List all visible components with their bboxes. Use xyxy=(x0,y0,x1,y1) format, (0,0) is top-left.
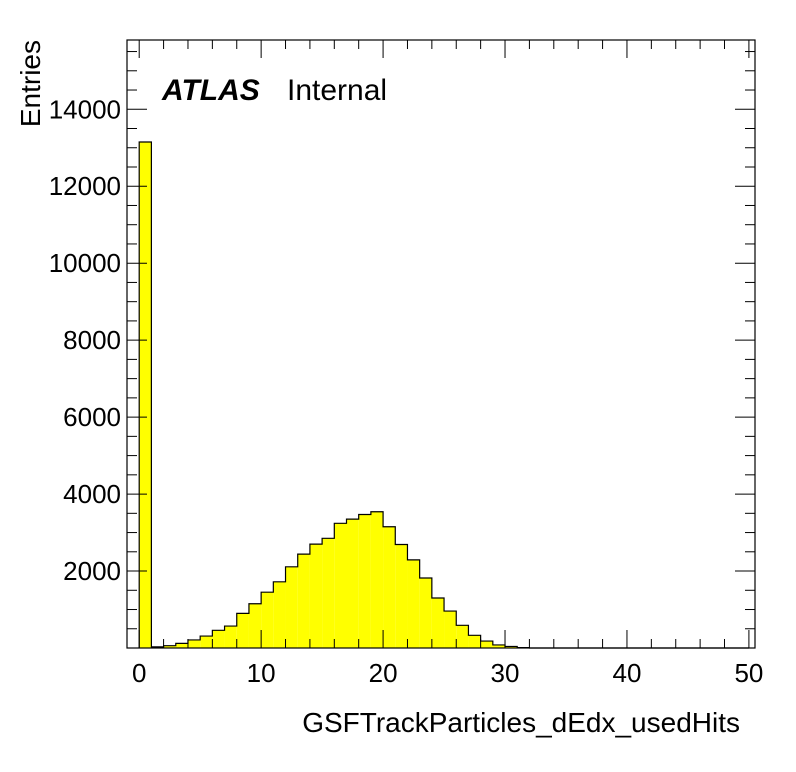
histogram-bin xyxy=(334,523,347,648)
histogram-bin xyxy=(212,630,225,648)
histogram-bin xyxy=(139,141,152,649)
y-tick-label: 10000 xyxy=(49,248,121,278)
histogram-bin xyxy=(236,613,249,648)
histogram-bin xyxy=(431,597,445,648)
histogram-bin xyxy=(492,644,506,648)
atlas-label: ATLAS xyxy=(161,74,260,107)
histogram-bin xyxy=(395,544,408,648)
histogram-bin xyxy=(480,641,493,648)
histogram-bin xyxy=(261,592,274,648)
x-axis-title: GSFTrackParticles_dEdx_usedHits xyxy=(302,707,740,738)
axis-ticks xyxy=(127,40,755,648)
histogram-bin xyxy=(297,554,310,648)
histogram-bin xyxy=(187,639,201,648)
histogram-outline xyxy=(138,141,749,649)
x-tick-label: 10 xyxy=(247,658,276,688)
y-axis-title: Entries xyxy=(15,40,46,127)
y-tick-label: 14000 xyxy=(49,94,121,124)
histogram-bin xyxy=(285,566,298,648)
y-tick-labels: 2000 4000 6000 8000 10000 12000 14000 xyxy=(49,94,121,586)
x-tick-label: 0 xyxy=(132,658,146,688)
histogram-bin xyxy=(200,636,213,648)
histogram-bin xyxy=(407,559,420,648)
x-tick-labels: 0 10 20 30 40 50 xyxy=(132,658,763,688)
x-tick-label: 50 xyxy=(734,658,763,688)
internal-label: Internal xyxy=(287,74,387,107)
histogram-bars xyxy=(138,141,749,649)
histogram-bin xyxy=(444,611,457,648)
plot-frame xyxy=(126,39,756,649)
y-tick-label: 12000 xyxy=(49,171,121,201)
histogram-bin xyxy=(224,626,237,648)
histogram-bin xyxy=(248,603,262,648)
histogram-bin xyxy=(273,581,286,648)
y-tick-label: 4000 xyxy=(63,479,121,509)
histogram-bin xyxy=(346,519,359,648)
x-tick-label: 20 xyxy=(369,658,398,688)
histogram-bin xyxy=(163,645,176,648)
histogram-bin xyxy=(175,643,188,648)
histogram-bin xyxy=(322,538,335,648)
histogram-bin xyxy=(358,514,371,648)
histogram-bin xyxy=(419,577,432,648)
y-tick-label: 6000 xyxy=(63,402,121,432)
histogram-bin xyxy=(505,646,518,648)
histogram-bin xyxy=(370,511,384,648)
x-tick-label: 30 xyxy=(491,658,520,688)
histogram-bin xyxy=(383,526,396,648)
y-tick-label: 8000 xyxy=(63,325,121,355)
y-tick-label: 2000 xyxy=(63,556,121,586)
histogram-bin xyxy=(309,544,323,648)
histogram-bin xyxy=(468,635,481,648)
x-tick-label: 40 xyxy=(613,658,642,688)
histogram-bin xyxy=(456,625,469,648)
